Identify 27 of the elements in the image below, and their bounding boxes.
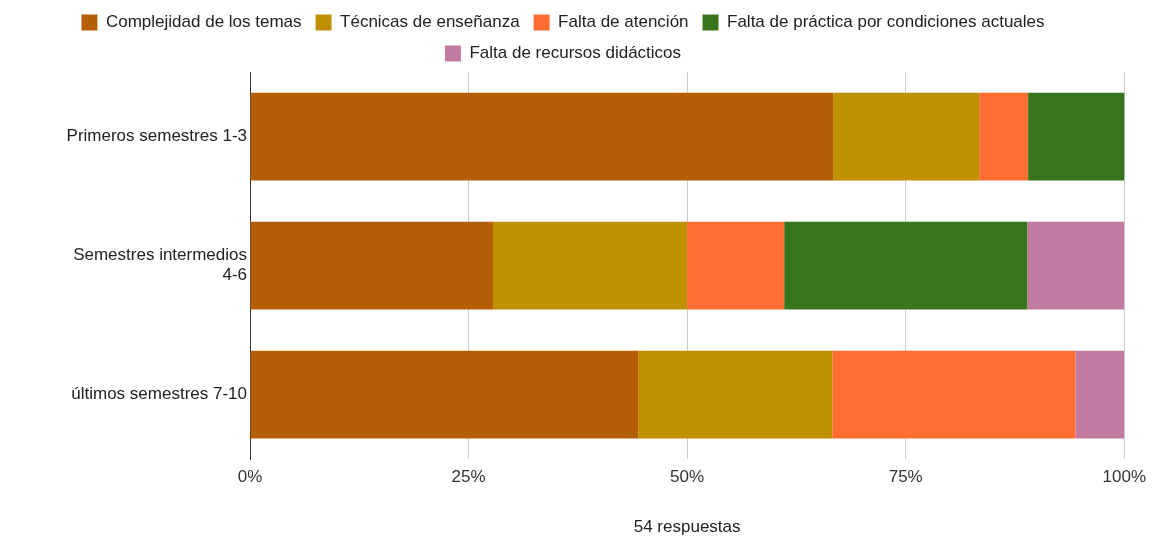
bar xyxy=(250,92,834,181)
bar xyxy=(979,92,1029,181)
y-tick-label: Primeros semestres 1-3 xyxy=(66,126,247,146)
y-tick-label: Semestres intermedios 4-6 xyxy=(73,245,247,285)
legend-label: Falta de práctica por condiciones actuales xyxy=(727,12,1045,32)
x-tick-label: 25% xyxy=(451,467,486,487)
bar xyxy=(250,350,639,439)
bar xyxy=(832,350,1076,439)
x-tick-label: 50% xyxy=(670,467,705,487)
x-tick-label: 100% xyxy=(1102,467,1146,487)
x-axis-title: 54 respuestas xyxy=(633,517,741,537)
x-tick-label: 75% xyxy=(888,467,923,487)
bar xyxy=(833,92,980,181)
bar xyxy=(784,221,1028,310)
legend-label: Falta de recursos didácticos xyxy=(469,43,682,63)
legend-label: Complejidad de los temas xyxy=(105,12,302,32)
bar xyxy=(1027,221,1125,310)
legend-label: Técnicas de enseñanza xyxy=(340,12,521,32)
bar xyxy=(687,221,785,310)
y-tick-label: últimos semestres 7-10 xyxy=(71,384,247,404)
bar xyxy=(493,221,688,310)
x-tick-label: 0% xyxy=(237,467,263,487)
bar xyxy=(1028,92,1125,181)
legend-label: Falta de atención xyxy=(558,12,689,32)
bar xyxy=(638,350,833,439)
bar xyxy=(1075,350,1125,439)
bar xyxy=(250,221,494,310)
